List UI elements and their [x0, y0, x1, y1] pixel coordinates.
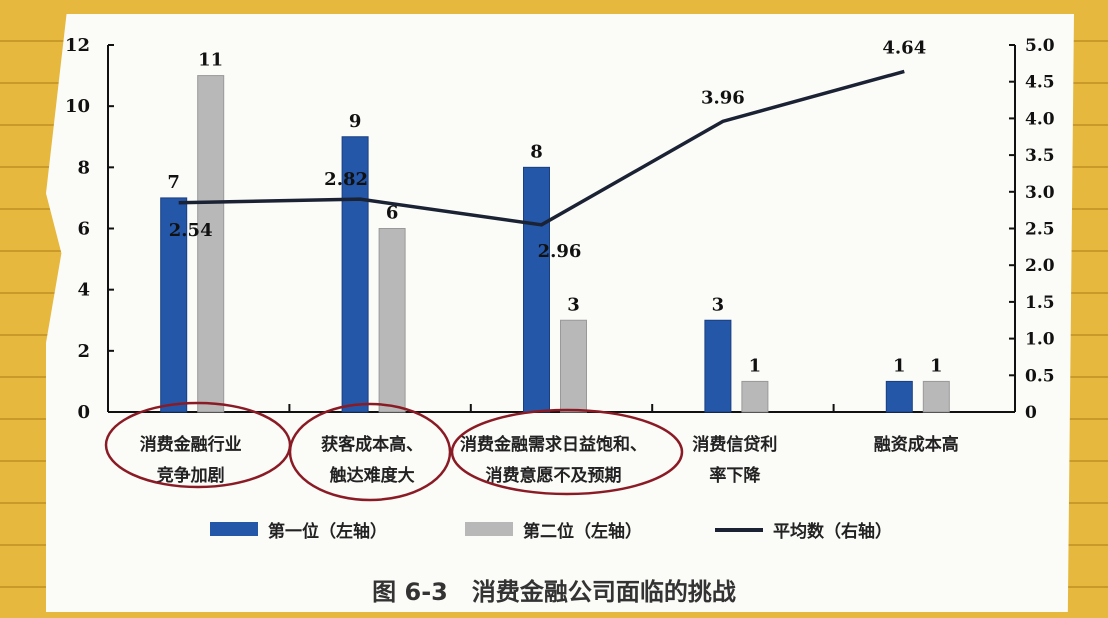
left-tick-label: 10: [65, 96, 90, 117]
legend-swatch: [465, 522, 513, 536]
legend-label: 第二位（左轴）: [523, 521, 642, 542]
right-tick-label: 1.5: [1025, 293, 1055, 313]
category-label: 竞争加剧: [157, 465, 225, 486]
bar-data-label: 8: [530, 141, 543, 162]
red-circle-annotation: [288, 402, 452, 502]
category-label: 触达难度大: [329, 465, 415, 486]
bar-data-label: 1: [749, 355, 762, 376]
left-tick-label: 8: [77, 157, 90, 178]
right-tick-label: 3.0: [1025, 183, 1055, 203]
bar-data-label: 1: [893, 355, 906, 376]
right-tick-label: 2.5: [1025, 220, 1055, 240]
legend-swatch: [210, 522, 258, 536]
average-line: [178, 69, 905, 227]
bar-first: [885, 380, 913, 413]
left-tick-label: 12: [65, 35, 90, 56]
bar-data-label: 3: [567, 294, 580, 315]
right-tick-label: 2.0: [1025, 256, 1055, 276]
category-label: 消费信贷利: [692, 434, 777, 455]
bar-first: [160, 197, 188, 413]
bar-data-label: 1: [930, 355, 943, 376]
line-data-label: 2.54: [169, 220, 213, 241]
left-tick-label: 0: [77, 402, 90, 423]
bar-data-label: 11: [198, 50, 223, 71]
legend-label: 第一位（左轴）: [268, 521, 387, 542]
bar-first: [341, 136, 369, 413]
left-tick-label: 6: [77, 219, 90, 240]
category-label: 消费金融行业: [140, 434, 242, 455]
bar-second: [922, 380, 950, 413]
left-tick-label: 4: [77, 280, 90, 301]
bar-second: [378, 228, 406, 413]
category-label: 消费意愿不及预期: [486, 465, 622, 486]
line-data-label: 3.96: [701, 87, 745, 108]
bar-data-label: 7: [167, 172, 180, 193]
bar-data-label: 3: [712, 294, 725, 315]
bar-data-label: 9: [349, 111, 362, 132]
left-tick-label: 2: [77, 341, 90, 362]
category-label: 消费金融需求日益饱和、: [460, 434, 647, 455]
category-label: 率下降: [709, 465, 761, 486]
bar-second: [197, 75, 225, 413]
line-data-label: 4.64: [882, 37, 926, 58]
right-tick-label: 1.0: [1025, 330, 1055, 350]
category-label: 获客成本高、: [321, 434, 423, 455]
right-tick-label: 0.5: [1025, 366, 1055, 386]
bar-data-label: 6: [386, 203, 399, 224]
bar-first: [704, 319, 732, 413]
line-data-label: 2.96: [538, 241, 582, 262]
line-data-label: 2.82: [324, 169, 368, 190]
right-tick-label: 0: [1025, 403, 1037, 423]
category-label: 融资成本高: [874, 434, 959, 455]
bar-second: [741, 380, 769, 413]
red-circle-annotation: [450, 408, 684, 496]
chart-title: 图 6-3 消费金融公司面临的挑战: [372, 578, 736, 606]
right-tick-label: 3.5: [1025, 146, 1055, 166]
bar-second: [560, 319, 587, 413]
right-tick-label: 4.0: [1025, 109, 1055, 129]
right-tick-label: 4.5: [1025, 73, 1055, 93]
bar-first: [523, 166, 550, 413]
right-tick-label: 5.0: [1025, 36, 1055, 56]
legend-label: 平均数（右轴）: [773, 521, 892, 542]
